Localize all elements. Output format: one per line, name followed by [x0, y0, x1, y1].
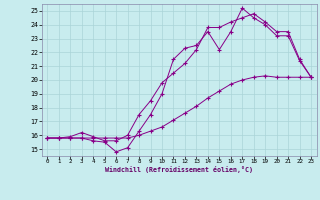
X-axis label: Windchill (Refroidissement éolien,°C): Windchill (Refroidissement éolien,°C)	[105, 166, 253, 173]
